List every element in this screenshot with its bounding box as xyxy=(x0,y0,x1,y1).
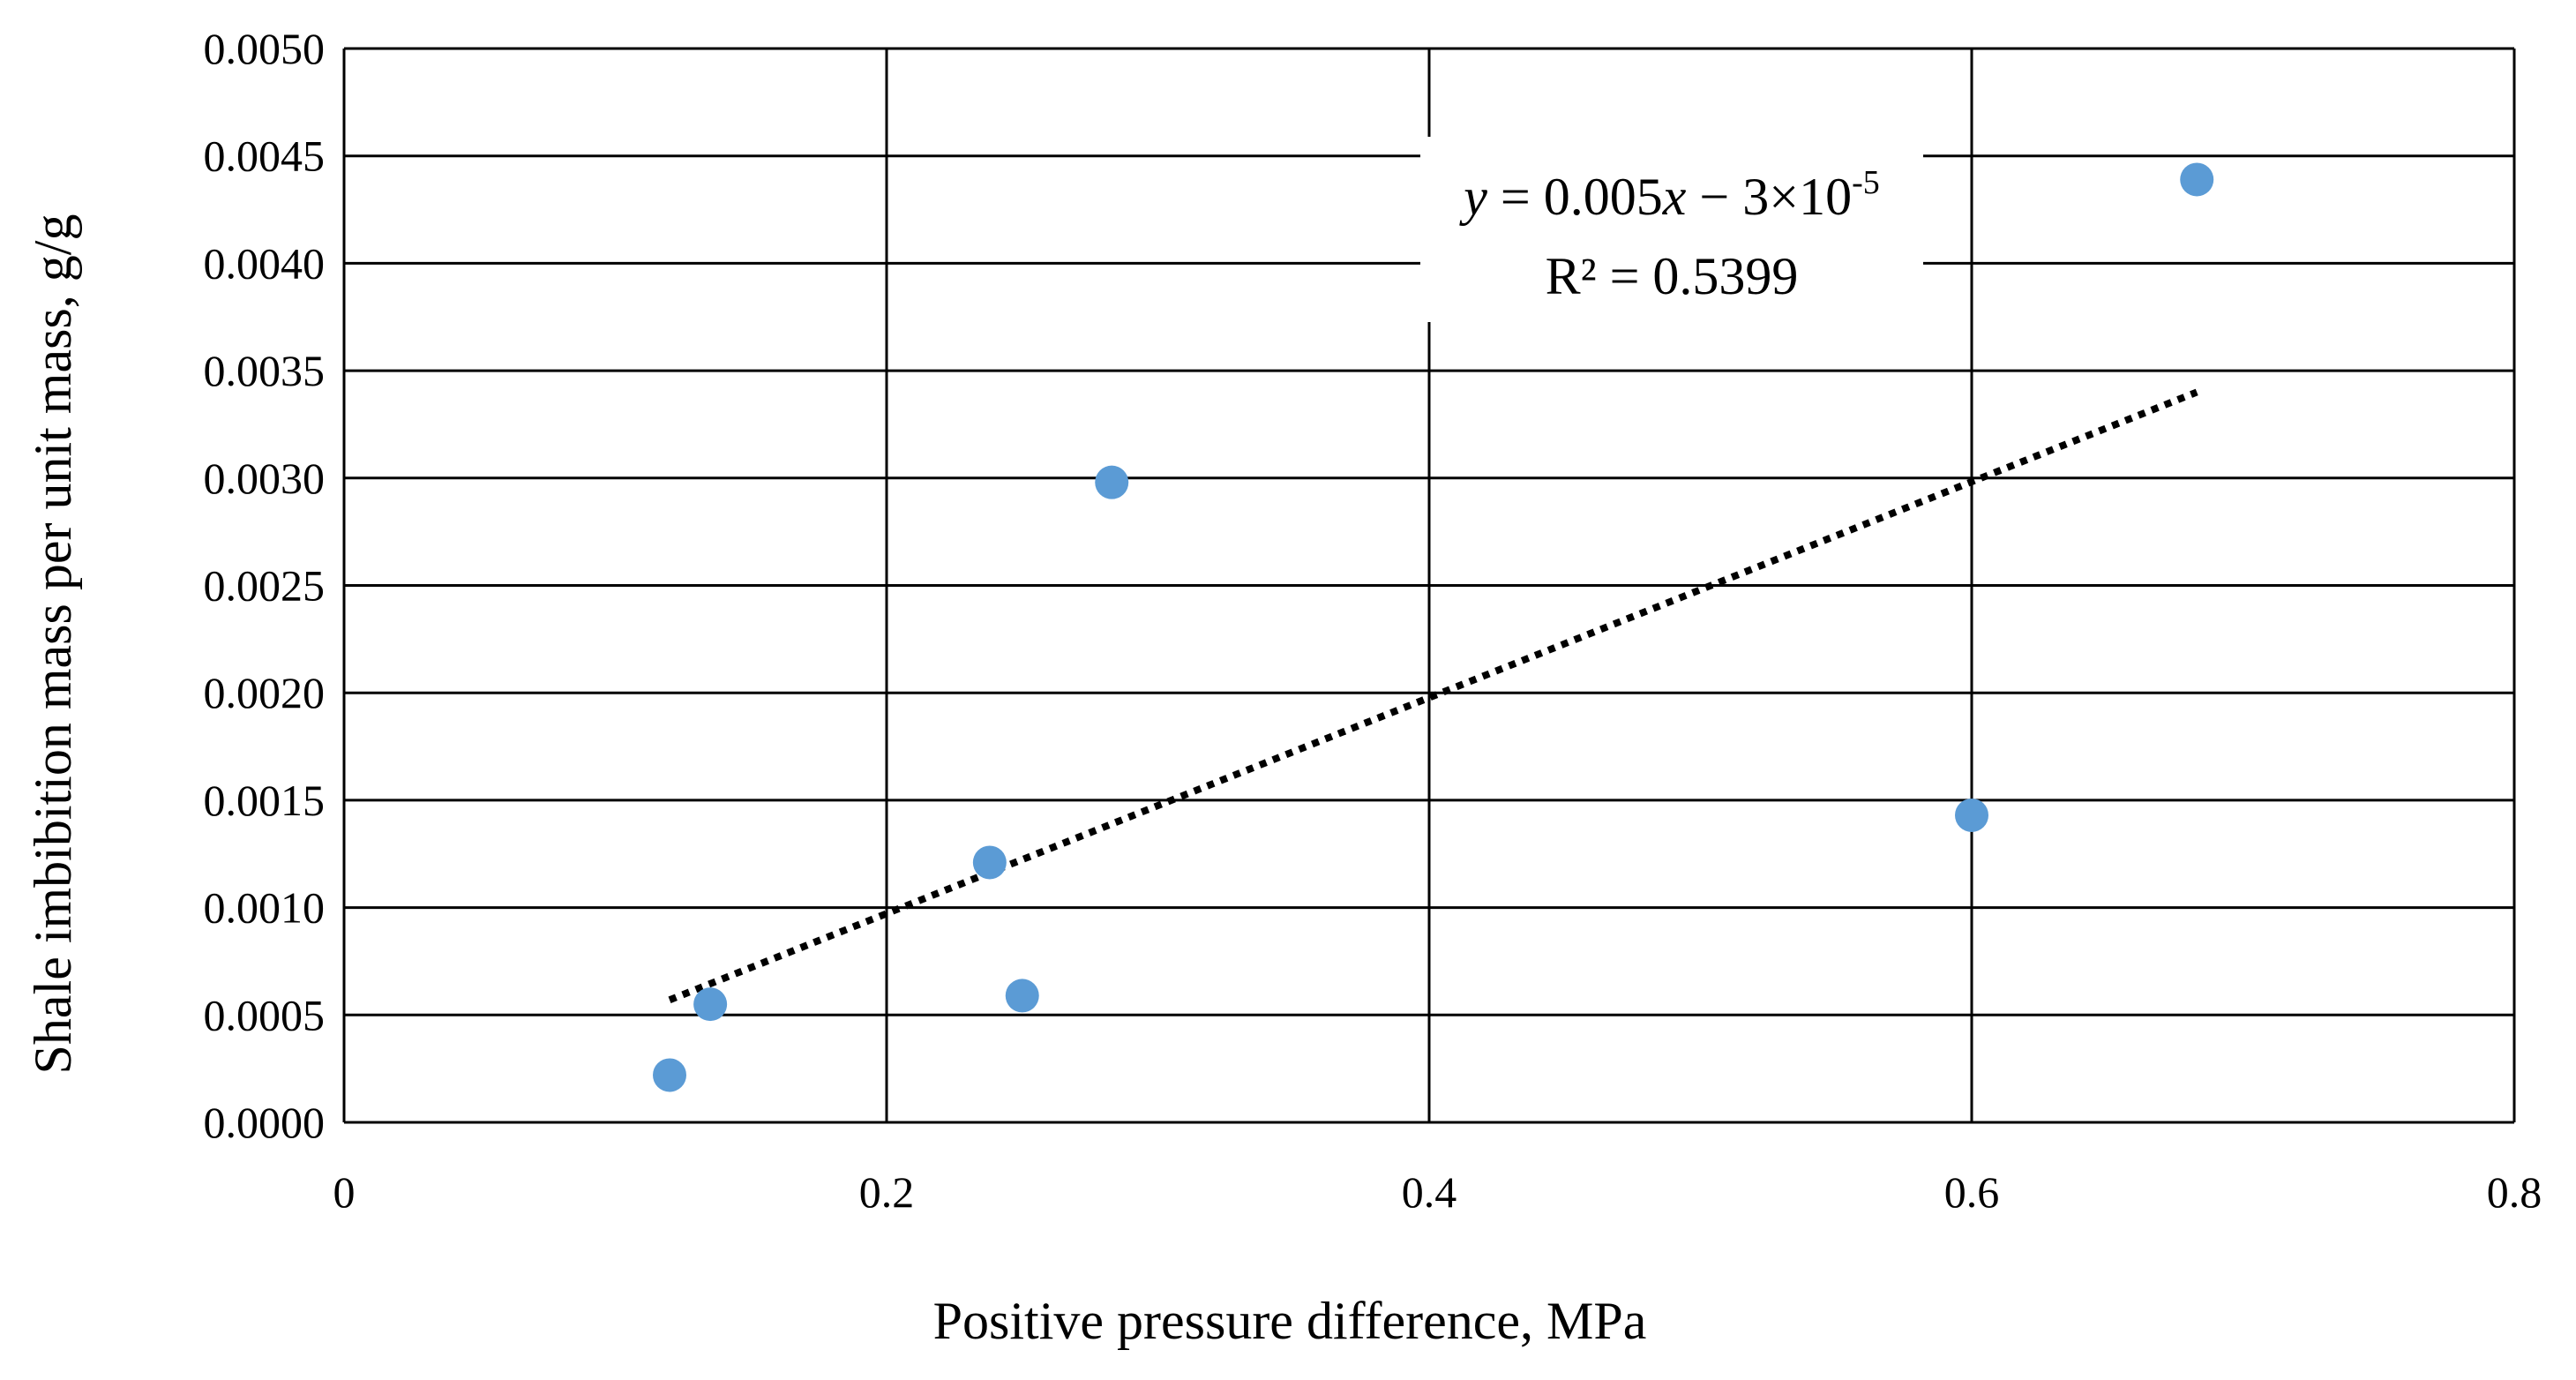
data-points xyxy=(653,162,2214,1092)
gridlines xyxy=(342,47,2516,1124)
y-tick-label: 0.0010 xyxy=(204,883,326,933)
y-tick-label: 0.0005 xyxy=(204,990,326,1039)
y-tick-label: 0.0025 xyxy=(204,561,326,611)
y-axis-ticks: 0.0000 0.0005 0.0010 0.0015 0.0020 0.0025 0.00… xyxy=(204,24,326,1147)
y-tick-label: 0.0020 xyxy=(204,668,326,717)
equation-y: y xyxy=(1458,168,1487,226)
trendline-label-background xyxy=(1420,137,1923,322)
y-tick-label: 0.0015 xyxy=(204,776,326,825)
x-tick-label: 0.6 xyxy=(1944,1167,2000,1217)
data-point xyxy=(1955,798,1988,832)
x-tick-label: 0 xyxy=(333,1167,356,1217)
x-axis-ticks: 0 0.2 0.4 0.6 0.8 xyxy=(333,1167,2542,1217)
trendline-equation: y = 0.005x − 3×10-5 xyxy=(1458,164,1879,226)
data-point xyxy=(1005,979,1039,1013)
data-point xyxy=(653,1058,686,1092)
data-point xyxy=(972,845,1007,880)
y-tick-label: 0.0045 xyxy=(204,131,326,181)
x-tick-label: 0.2 xyxy=(859,1167,915,1217)
equation-slope: = 0.005 xyxy=(1487,168,1663,226)
y-tick-label: 0.0050 xyxy=(204,24,326,73)
data-point xyxy=(2180,162,2214,197)
r-squared-label: R² = 0.5399 xyxy=(1546,247,1799,305)
trendline xyxy=(668,388,2198,1003)
trendline-group xyxy=(668,388,2198,1003)
x-axis-title: Positive pressure difference, MPa xyxy=(933,1292,1647,1350)
equation-intercept: − 3×10 xyxy=(1686,168,1852,226)
y-tick-label: 0.0030 xyxy=(204,454,326,503)
data-point xyxy=(693,987,728,1022)
y-tick-label: 0.0000 xyxy=(204,1098,326,1147)
x-tick-label: 0.4 xyxy=(1402,1167,1457,1217)
x-tick-label: 0.8 xyxy=(2487,1167,2542,1217)
y-tick-label: 0.0040 xyxy=(204,238,326,288)
equation-x: x xyxy=(1662,168,1687,226)
y-tick-label: 0.0035 xyxy=(204,346,326,395)
y-axis-title: Shale imbibition mass per unit mass, g/g xyxy=(24,214,82,1075)
data-point xyxy=(1095,465,1129,499)
equation-exponent: -5 xyxy=(1852,164,1880,201)
trendline-label: y = 0.005x − 3×10-5 R² = 0.5399 xyxy=(1420,137,1923,322)
